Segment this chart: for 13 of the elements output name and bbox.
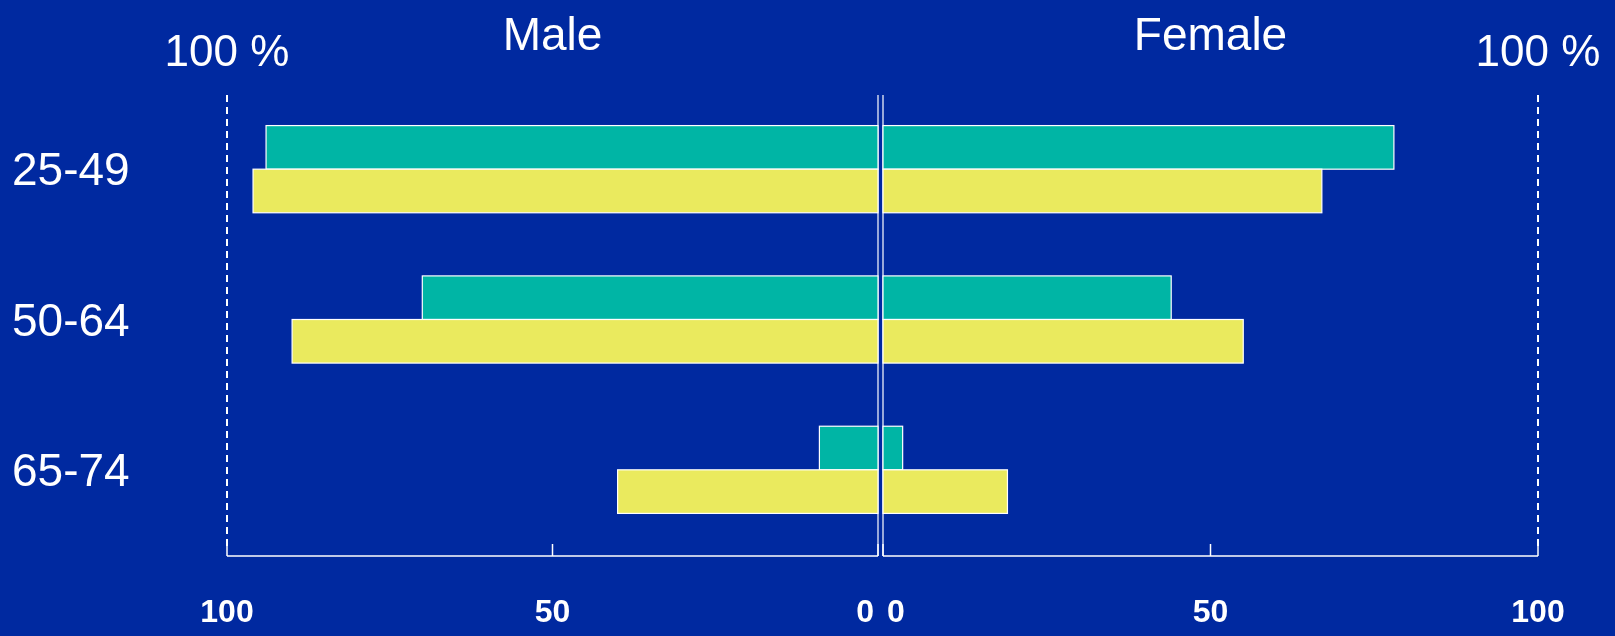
x-tick-label: 100 (1511, 593, 1565, 629)
x-tick-label: 0 (887, 593, 905, 629)
chart-title: Male (502, 8, 603, 60)
chart-title: Female (1133, 8, 1288, 60)
y-tick-label: 25-49 (12, 143, 130, 196)
ref-line-label: 100 % (164, 26, 290, 75)
ref-line-label: 100 % (1475, 26, 1601, 75)
x-tick-label: 0 (856, 593, 874, 629)
y-tick-label: 50-64 (12, 293, 130, 346)
x-tick-label: 100 (200, 593, 254, 629)
x-tick-label: 50 (1192, 593, 1229, 629)
x-tick-label: 50 (534, 593, 571, 629)
y-tick-label: 65-74 (12, 443, 130, 496)
